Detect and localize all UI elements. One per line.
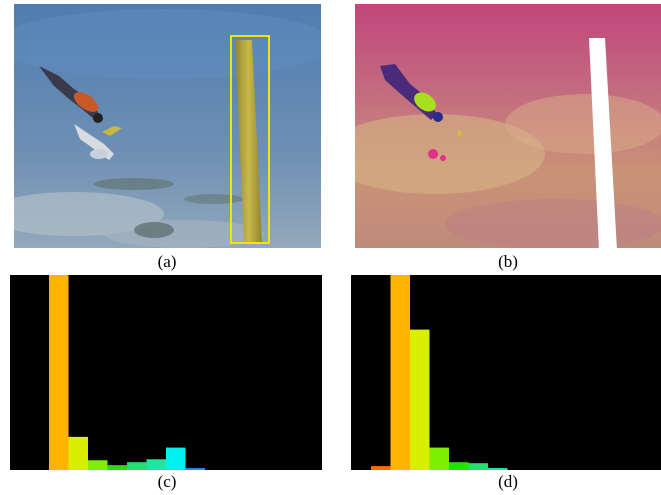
histogram-c-plot: [49, 275, 205, 470]
histogram-c: [10, 275, 322, 470]
pole-object: [235, 40, 262, 242]
histogram-c-bar: [68, 436, 88, 470]
moving-object-blobs: [380, 64, 462, 161]
bounding-box: [230, 35, 270, 244]
skydiver-white: [74, 124, 122, 160]
caption-a: (a): [157, 252, 177, 271]
histogram-d-bar: [390, 275, 410, 470]
pole-flow-region: [589, 38, 617, 248]
histogram-c-bar: [107, 465, 127, 470]
histogram-d-bar: [488, 468, 508, 470]
histogram-c-bar: [166, 447, 186, 470]
histogram-c-bar: [49, 275, 69, 470]
panel-b-flow: [355, 4, 661, 248]
histogram-d: [351, 275, 661, 470]
skydiving-frame: [14, 4, 321, 248]
caption-d: (d): [498, 472, 518, 491]
flow-map: [355, 4, 661, 248]
histogram-d-bar: [410, 329, 430, 470]
histogram-d-bar: [371, 466, 391, 470]
histogram-d-plot: [371, 275, 508, 470]
histogram-d-bar: [468, 463, 488, 470]
panel-a-image: [14, 4, 321, 248]
histogram-c-bar: [88, 460, 108, 470]
histogram-c-bar: [146, 459, 166, 470]
caption-c: (c): [157, 472, 177, 491]
caption-b: (b): [498, 252, 518, 271]
histogram-c-bar: [127, 462, 147, 470]
histogram-d-bar: [449, 462, 469, 470]
histogram-d-bar: [429, 447, 449, 470]
skydiver-orange: [39, 66, 103, 123]
histogram-c-bar: [185, 468, 205, 470]
